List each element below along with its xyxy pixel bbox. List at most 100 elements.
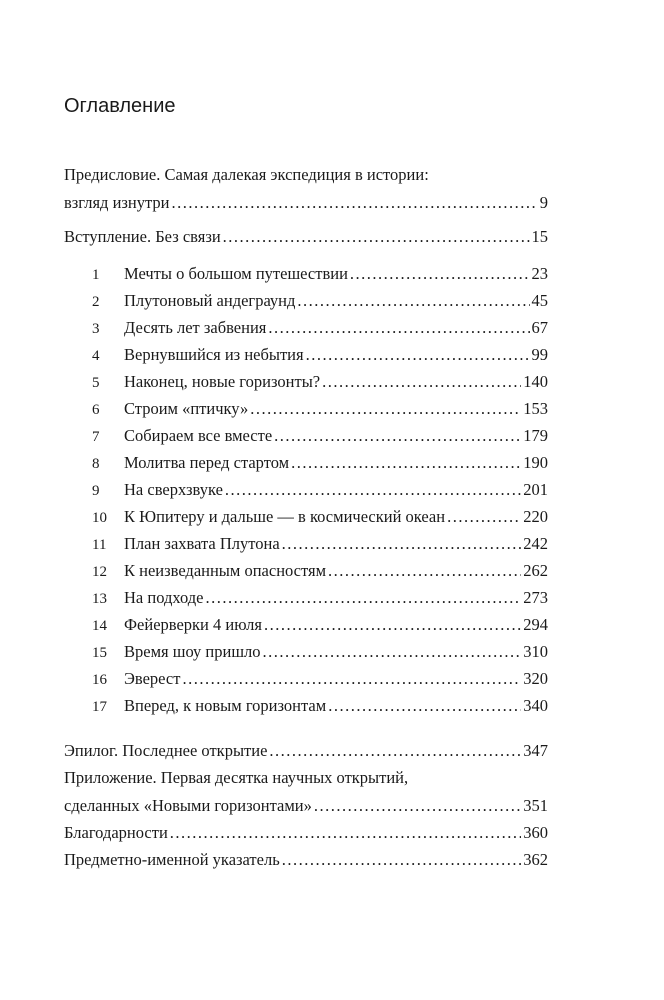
chapter-number: 8 xyxy=(92,456,100,472)
leader-dots xyxy=(274,422,521,449)
leader-dots xyxy=(205,584,521,611)
chapter-number: 12 xyxy=(92,564,107,580)
toc-entry-chapter[interactable]: 16 Эверест 320 xyxy=(64,665,548,692)
leader-dots xyxy=(172,189,538,216)
entry-title: Мечты о большом путешествии xyxy=(124,264,348,283)
entry-title: К неизведанным опасностям xyxy=(124,561,327,580)
leader-dots xyxy=(264,611,521,638)
toc-entry-chapter[interactable]: 13 На подходе 273 xyxy=(64,584,548,611)
chapter-number: 2 xyxy=(92,294,100,310)
entry-title: Десять лет забвения xyxy=(124,318,267,337)
toc-entry-appendix[interactable]: сделанных «Новыми горизонтами» 351 xyxy=(64,792,548,819)
chapter-number: 1 xyxy=(92,267,100,283)
toc-entry-chapter[interactable]: 1 Мечты о большом путешествии 23 xyxy=(64,260,548,287)
entry-title: Вступление. Без связи xyxy=(64,227,221,246)
front-matter: Предисловие. Самая далекая экспедиция в … xyxy=(64,161,548,250)
entry-page: 273 xyxy=(523,588,548,607)
entry-page: 99 xyxy=(531,345,549,364)
chapter-number: 10 xyxy=(92,510,107,526)
toc-entry-chapter[interactable]: 8 Молитва перед стартом 190 xyxy=(64,449,548,476)
entry-page: 45 xyxy=(531,291,549,310)
page-title: Оглавление xyxy=(64,95,176,117)
entry-title: Время шоу пришло xyxy=(124,642,261,661)
entry-page: 360 xyxy=(523,823,548,842)
leader-dots xyxy=(223,223,530,250)
toc-entry-chapter[interactable]: 3 Десять лет забвения 67 xyxy=(64,314,548,341)
chapter-number: 13 xyxy=(92,591,107,607)
leader-dots xyxy=(268,314,529,341)
toc-entry-chapter[interactable]: 2 Плутоновый андеграунд 45 xyxy=(64,287,548,314)
toc-entry-chapter[interactable]: 7 Собираем все вместе 179 xyxy=(64,422,548,449)
chapter-number: 5 xyxy=(92,375,100,391)
entry-page: 242 xyxy=(523,534,548,553)
leader-dots xyxy=(350,260,530,287)
leader-dots xyxy=(182,665,521,692)
entry-title: Фейерверки 4 июля xyxy=(124,615,262,634)
entry-page: 340 xyxy=(523,696,548,715)
entry-title: Эверест xyxy=(124,669,181,688)
entry-page: 23 xyxy=(531,264,549,283)
leader-dots xyxy=(291,449,521,476)
chapter-number: 7 xyxy=(92,429,100,445)
chapter-number: 4 xyxy=(92,348,100,364)
leader-dots xyxy=(314,792,521,819)
toc-entry-line: Предисловие. Самая далекая экспедиция в … xyxy=(64,161,548,189)
chapter-number: 16 xyxy=(92,672,107,688)
entry-page: 153 xyxy=(523,399,548,418)
chapter-number: 11 xyxy=(92,537,107,553)
chapter-number: 9 xyxy=(92,483,100,499)
toc-entry-chapter[interactable]: 17 Вперед, к новым горизонтам 340 xyxy=(64,692,548,719)
toc-entry-chapter[interactable]: 11 План захвата Плутона 242 xyxy=(64,530,548,557)
entry-title: сделанных «Новыми горизонтами» xyxy=(64,796,312,815)
entry-page: 262 xyxy=(523,561,548,580)
entry-title: Вперед, к новым горизонтам xyxy=(124,696,327,715)
toc-entry-epilogue[interactable]: Эпилог. Последнее открытие 347 xyxy=(64,737,548,764)
leader-dots xyxy=(306,341,530,368)
toc-entry-chapter[interactable]: 14 Фейерверки 4 июля 294 xyxy=(64,611,548,638)
entry-title: Собираем все вместе xyxy=(124,426,273,445)
leader-dots xyxy=(269,737,521,764)
toc-entry-chapter[interactable]: 4 Вернувшийся из небытия 99 xyxy=(64,341,548,368)
toc-entry-chapter[interactable]: 12 К неизведанным опасностям 262 xyxy=(64,557,548,584)
toc-entry-line: Приложение. Первая десятка научных откры… xyxy=(64,764,548,792)
entry-page: 310 xyxy=(523,642,548,661)
entry-page: 15 xyxy=(531,227,549,246)
chapter-number: 6 xyxy=(92,402,100,418)
chapter-number: 15 xyxy=(92,645,107,661)
toc-entry-introduction[interactable]: Вступление. Без связи 15 xyxy=(64,223,548,250)
toc-entry-index[interactable]: Предметно-именной указатель 362 xyxy=(64,846,548,873)
entry-page: 67 xyxy=(531,318,549,337)
toc-entry-chapter[interactable]: 9 На сверхзвуке 201 xyxy=(64,476,548,503)
entry-page: 320 xyxy=(523,669,548,688)
entry-title: Предисловие. Самая далекая экспедиция в … xyxy=(64,165,429,184)
leader-dots xyxy=(447,503,521,530)
toc-entry-preface[interactable]: взгляд изнутри 9 xyxy=(64,189,548,216)
toc-entry-chapter[interactable]: 6 Строим «птичку» 153 xyxy=(64,395,548,422)
chapter-number: 14 xyxy=(92,618,107,634)
entry-title: На сверхзвуке xyxy=(124,480,223,499)
entry-page: 9 xyxy=(539,193,548,212)
leader-dots xyxy=(282,530,522,557)
entry-title: План захвата Плутона xyxy=(124,534,280,553)
entry-page: 362 xyxy=(523,850,548,869)
back-matter: Эпилог. Последнее открытие 347 Приложени… xyxy=(64,737,548,873)
leader-dots xyxy=(250,395,521,422)
toc-entry-acknowledgements[interactable]: Благодарности 360 xyxy=(64,819,548,846)
entry-page: 140 xyxy=(523,372,548,391)
leader-dots xyxy=(297,287,529,314)
entry-page: 201 xyxy=(523,480,548,499)
toc-entry-chapter[interactable]: 5 Наконец, новые горизонты? 140 xyxy=(64,368,548,395)
leader-dots xyxy=(263,638,522,665)
entry-title: Эпилог. Последнее открытие xyxy=(64,741,268,760)
leader-dots xyxy=(225,476,521,503)
entry-title: Наконец, новые горизонты? xyxy=(124,372,321,391)
entry-title: Благодарности xyxy=(64,823,168,842)
entry-page: 294 xyxy=(523,615,548,634)
chapter-list: 1 Мечты о большом путешествии 23 2 Плутоновы… xyxy=(64,260,548,719)
toc-entry-chapter[interactable]: 10 К Юпитеру и дальше — в космический оке… xyxy=(64,503,548,530)
entry-title: Приложение. Первая десятка научных откры… xyxy=(64,768,409,787)
leader-dots xyxy=(328,557,521,584)
entry-title: Строим «птичку» xyxy=(124,399,249,418)
entry-page: 351 xyxy=(523,796,548,815)
toc-entry-chapter[interactable]: 15 Время шоу пришло 310 xyxy=(64,638,548,665)
